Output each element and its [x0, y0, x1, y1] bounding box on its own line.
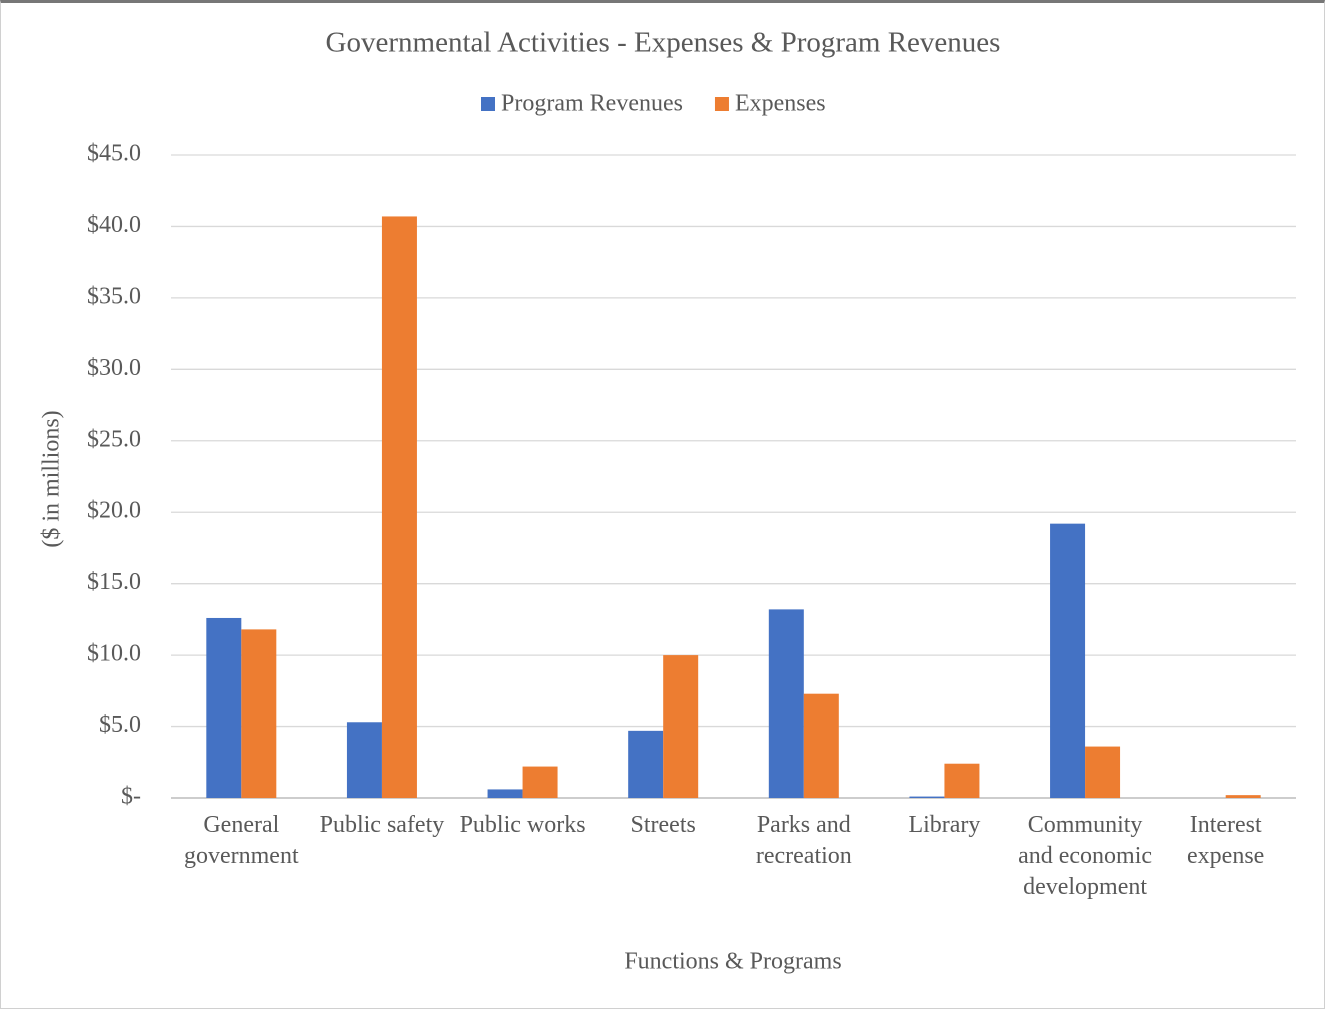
bar — [206, 617, 242, 798]
legend-label: Program Revenues — [501, 91, 683, 117]
bar — [1225, 795, 1261, 798]
chart: Governmental Activities - Expenses & Pro… — [39, 27, 1296, 975]
bar — [1050, 523, 1086, 798]
bar — [346, 722, 382, 798]
y-tick-label: $20.0 — [87, 498, 141, 524]
bar — [628, 730, 664, 798]
y-tick-label: $25.0 — [87, 426, 141, 452]
legend-swatch — [481, 97, 495, 111]
y-tick-label: $5.0 — [99, 712, 141, 738]
legend-label: Expenses — [735, 91, 826, 117]
x-tick-label: Parks and recreation — [755, 812, 852, 869]
bar — [487, 789, 523, 798]
bar — [241, 629, 277, 798]
x-tick-label: Interest expense — [1187, 812, 1265, 869]
y-tick-label: $40.0 — [87, 212, 141, 238]
x-tick-label: Streets — [630, 812, 696, 838]
bar — [944, 763, 980, 798]
bar — [1085, 746, 1121, 798]
bar — [522, 766, 558, 798]
y-tick-label: $15.0 — [87, 569, 141, 595]
x-axis-title: Functions & Programs — [624, 949, 841, 975]
y-tick-label: $30.0 — [87, 355, 141, 381]
y-tick-label: $35.0 — [87, 283, 141, 309]
x-tick-label: Public works — [459, 812, 586, 838]
y-tick-label: $45.0 — [87, 141, 141, 167]
bar — [803, 693, 839, 798]
legend-swatch — [714, 97, 729, 111]
x-tick-label: Community and economic development — [1018, 812, 1153, 900]
y-tick-label: $- — [121, 784, 141, 810]
bar — [768, 609, 804, 798]
y-axis-title: ($ in millions) — [39, 410, 65, 547]
bar — [909, 796, 945, 798]
bar — [381, 216, 417, 799]
y-tick-label: $10.0 — [87, 641, 141, 667]
chart-title: Governmental Activities - Expenses & Pro… — [326, 27, 1001, 59]
x-tick-label: Library — [908, 812, 981, 838]
bar — [663, 655, 699, 798]
x-tick-label: Public safety — [319, 812, 445, 838]
x-tick-label: General government — [183, 812, 299, 869]
